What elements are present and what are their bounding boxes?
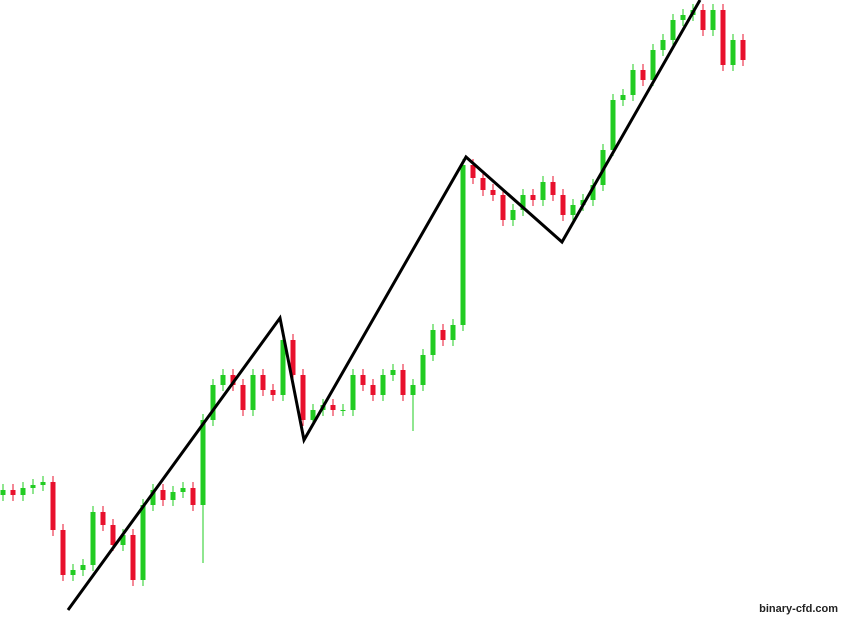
- candle-body: [40, 482, 46, 485]
- candle-body: [180, 488, 186, 492]
- candle-body: [550, 182, 556, 195]
- candle-body: [210, 385, 216, 420]
- candle-body: [660, 40, 666, 50]
- candle-body: [120, 535, 126, 545]
- candle-body: [70, 570, 76, 575]
- candle-body: [350, 375, 356, 410]
- trend-line: [66, 0, 702, 611]
- candle-body: [530, 195, 536, 200]
- candle-body: [650, 50, 656, 80]
- candle-body: [280, 340, 286, 395]
- candle-body: [90, 512, 96, 565]
- candle-body: [720, 10, 726, 65]
- candle-body: [440, 330, 446, 340]
- candle-body: [590, 185, 596, 200]
- candle-body: [420, 355, 426, 385]
- candle-body: [300, 375, 306, 420]
- candle-body: [230, 375, 236, 385]
- candle-body: [680, 15, 686, 20]
- candle-body: [200, 420, 206, 505]
- candle-body: [290, 340, 296, 375]
- candle-body: [190, 488, 196, 505]
- candle-body: [310, 410, 316, 420]
- candle-body: [270, 390, 276, 395]
- candle-body: [520, 195, 526, 210]
- candle-body: [260, 375, 266, 390]
- candle-body: [480, 178, 486, 190]
- candle-body: [50, 482, 56, 530]
- candle-body: [700, 10, 706, 30]
- candle-body: [60, 530, 66, 575]
- candle-body: [10, 490, 16, 495]
- candle-body: [470, 165, 476, 178]
- watermark: binary-cfd.com: [759, 603, 838, 615]
- candle-body: [30, 485, 36, 488]
- candle-body: [610, 100, 616, 150]
- candle-body: [100, 512, 106, 525]
- candle-body: [330, 405, 336, 410]
- candle-body: [150, 490, 156, 505]
- candle-body: [570, 205, 576, 215]
- candle-body: [740, 40, 746, 60]
- candle-body: [620, 95, 626, 100]
- candle-body: [410, 385, 416, 395]
- candle-body: [400, 370, 406, 395]
- candle-body: [730, 40, 736, 65]
- candle-body: [140, 505, 146, 580]
- candle-body: [640, 70, 646, 80]
- candle-body: [130, 535, 136, 580]
- candle-body: [160, 490, 166, 500]
- candle-body: [360, 375, 366, 385]
- candle-body: [240, 385, 246, 410]
- candle-body: [430, 330, 436, 355]
- candle-body: [630, 70, 636, 95]
- candle-body: [0, 490, 6, 495]
- candle-body: [110, 525, 116, 545]
- candle-body: [490, 190, 496, 195]
- candle-body: [670, 20, 676, 40]
- candle-body: [540, 182, 546, 200]
- candle-body: [80, 565, 86, 570]
- candle-body: [710, 10, 716, 30]
- candle-body: [460, 165, 466, 325]
- candle-body: [380, 375, 386, 395]
- candle-body: [370, 385, 376, 395]
- candle-body: [510, 210, 516, 220]
- candle-body: [560, 195, 566, 215]
- candle-body: [20, 488, 26, 495]
- candle-body: [500, 195, 506, 220]
- candle-body: [170, 492, 176, 500]
- candle-body: [220, 375, 226, 385]
- candle-body: [390, 370, 396, 375]
- candle-body: [250, 375, 256, 410]
- candle-body: [450, 325, 456, 340]
- candle-body: [340, 410, 346, 411]
